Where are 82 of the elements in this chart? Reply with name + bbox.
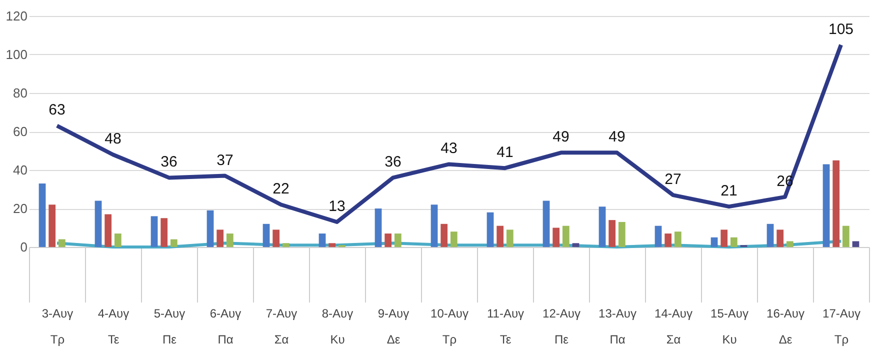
bar (608, 220, 616, 247)
data-label: 48 (104, 130, 122, 148)
x-tick-label: 11-Αυγ Τε (486, 306, 524, 346)
x-tick-label: 9-Αυγ Δε (378, 306, 410, 346)
bar (206, 210, 214, 247)
y-tick-label: 40 (13, 162, 28, 178)
bar (150, 216, 158, 247)
data-label: 21 (720, 182, 738, 200)
bar (730, 237, 738, 247)
bar (822, 164, 830, 247)
bar (226, 234, 234, 247)
bar (542, 200, 550, 247)
bar (58, 239, 66, 247)
bar (48, 204, 56, 247)
x-tick-label: 5-Αυγ Πε (154, 306, 186, 346)
bar (114, 234, 122, 247)
data-label: 13 (328, 198, 346, 215)
bar (720, 230, 728, 247)
bar (374, 208, 382, 247)
data-label: 22 (272, 180, 290, 198)
x-tick-label: 10-Αυγ Τρ (430, 306, 468, 346)
bar (486, 212, 494, 247)
bar (384, 234, 392, 247)
data-label: 43 (440, 140, 458, 158)
bar (272, 230, 280, 247)
x-tick-label: 16-Αυγ Δε (766, 306, 804, 346)
bar (664, 234, 672, 247)
bar (216, 230, 224, 247)
data-label: 36 (384, 154, 402, 171)
bar (710, 237, 718, 247)
bar (572, 243, 580, 247)
bar (552, 228, 560, 247)
y-tick-label: 80 (13, 86, 28, 100)
bar (776, 230, 784, 247)
bar (674, 232, 682, 247)
bar (394, 234, 402, 247)
bar (852, 241, 860, 247)
data-label: 36 (160, 154, 178, 171)
bar (450, 232, 458, 247)
data-label: 27 (664, 171, 682, 188)
bar (440, 224, 448, 247)
y-tick-label: 60 (13, 124, 28, 139)
bar (842, 226, 850, 247)
data-label: 63 (48, 102, 66, 119)
bar (318, 234, 326, 247)
bar (38, 183, 46, 247)
bar (430, 204, 438, 247)
y-tick-label: 20 (13, 201, 28, 216)
data-label: 105 (828, 20, 854, 38)
x-tick-label: 6-Αυγ Πα (210, 306, 242, 346)
bar (766, 224, 774, 247)
bar (262, 224, 270, 247)
bar (170, 239, 178, 247)
y-tick-label: 0 (20, 240, 28, 254)
data-label: 49 (552, 128, 570, 146)
x-tick-label: 12-Αυγ Πε (542, 306, 580, 346)
bar (654, 226, 662, 247)
bar (832, 160, 840, 247)
bar (562, 226, 570, 247)
bar (506, 230, 514, 247)
x-tick-label: 3-Αυγ Τρ (42, 306, 74, 346)
bar (598, 206, 606, 247)
bar (618, 222, 626, 247)
x-tick-label: 14-Αυγ Σα (654, 306, 692, 346)
y-tick-label: 100 (6, 47, 28, 62)
bar (282, 243, 290, 247)
data-label: 37 (216, 152, 234, 169)
bar (160, 218, 168, 247)
x-tick-label: 13-Αυγ Πα (598, 306, 636, 346)
bar (496, 226, 504, 247)
x-tick-label: 7-Αυγ Σα (266, 306, 298, 346)
x-tick-label: 8-Αυγ Κυ (322, 306, 354, 346)
bar (94, 200, 102, 247)
bar (104, 214, 112, 247)
x-tick-label: 4-Αυγ Τε (98, 306, 130, 346)
x-tick-label: 15-Αυγ Κυ (710, 306, 748, 346)
bar (786, 241, 794, 247)
bar (328, 243, 336, 247)
data-label: 49 (608, 128, 626, 146)
x-tick-label: 17-Αυγ Τρ (822, 306, 860, 346)
data-label: 41 (496, 144, 514, 162)
y-tick-label: 120 (6, 8, 28, 24)
